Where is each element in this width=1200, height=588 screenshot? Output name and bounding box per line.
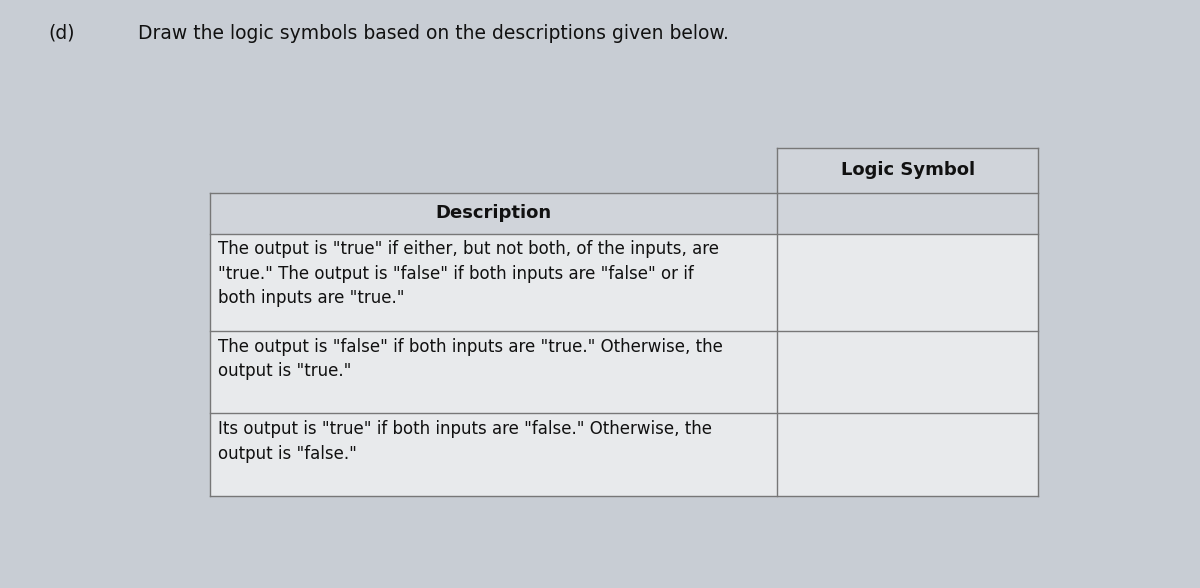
- Text: Description: Description: [436, 204, 552, 222]
- Bar: [778, 148, 1038, 193]
- Bar: [210, 413, 1038, 496]
- Text: Logic Symbol: Logic Symbol: [841, 161, 974, 179]
- Text: Its output is "true" if both inputs are "false." Otherwise, the
output is "false: Its output is "true" if both inputs are …: [218, 420, 712, 463]
- Text: (d): (d): [48, 24, 74, 42]
- Text: The output is "true" if either, but not both, of the inputs, are
"true." The out: The output is "true" if either, but not …: [218, 240, 719, 307]
- Text: The output is "false" if both inputs are "true." Otherwise, the
output is "true.: The output is "false" if both inputs are…: [218, 338, 722, 380]
- Text: Draw the logic symbols based on the descriptions given below.: Draw the logic symbols based on the desc…: [138, 24, 728, 42]
- Bar: [210, 193, 1038, 233]
- Bar: [210, 330, 1038, 413]
- Bar: [210, 233, 1038, 330]
